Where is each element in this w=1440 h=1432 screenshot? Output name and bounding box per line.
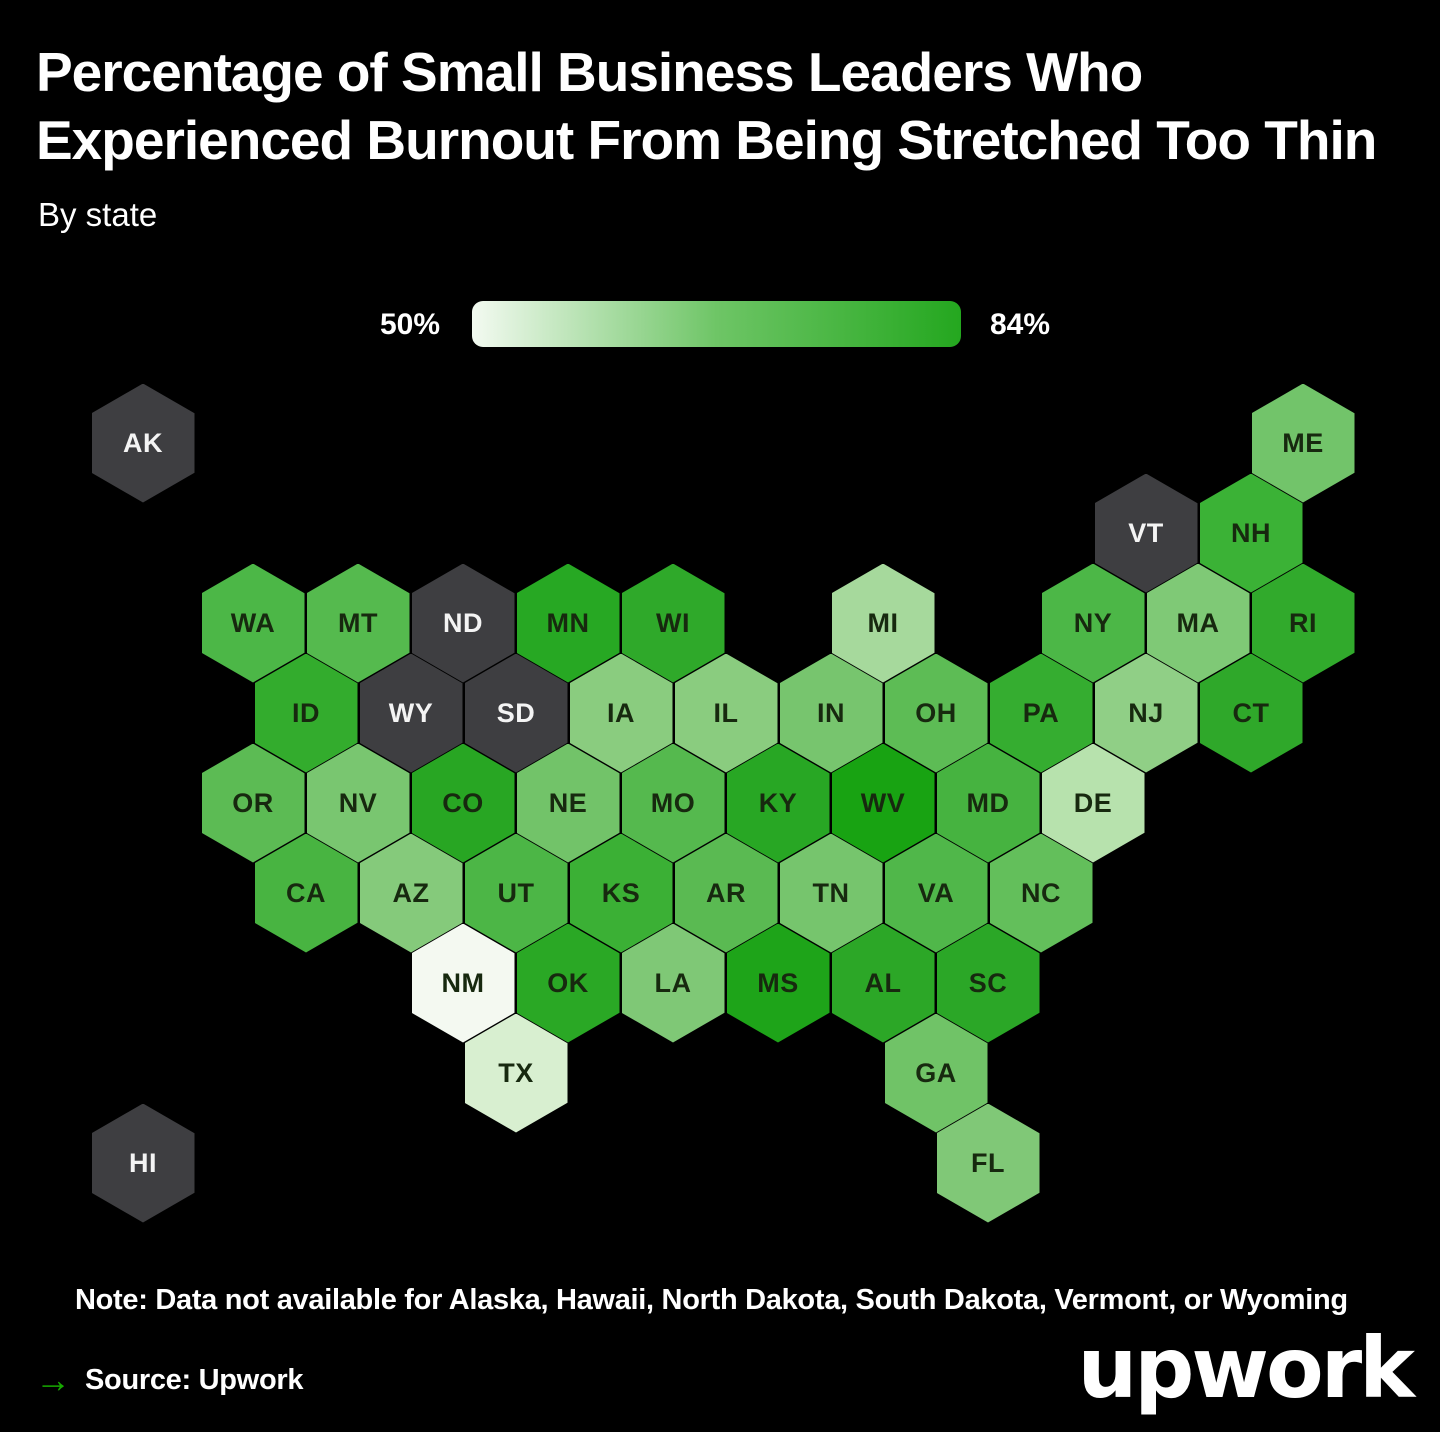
state-label-MS: MS <box>757 967 799 998</box>
state-label-TX: TX <box>498 1057 534 1088</box>
state-label-VT: VT <box>1128 517 1164 548</box>
state-label-OH: OH <box>915 697 957 728</box>
state-label-RI: RI <box>1289 607 1317 638</box>
state-label-CA: CA <box>286 877 326 908</box>
state-label-MO: MO <box>650 787 696 818</box>
state-label-ND: ND <box>443 607 483 638</box>
state-label-DE: DE <box>1073 787 1113 818</box>
title-line-1: Percentage of Small Business Leaders Who <box>36 41 1143 103</box>
state-label-NM: NM <box>441 967 485 998</box>
state-label-AZ: AZ <box>392 877 430 908</box>
state-label-WV: WV <box>860 787 906 818</box>
state-label-HI: HI <box>129 1147 157 1178</box>
state-label-IL: IL <box>713 697 739 728</box>
state-label-MN: MN <box>546 607 590 638</box>
state-label-CT: CT <box>1232 697 1270 728</box>
footnote: Note: Data not available for Alaska, Haw… <box>75 1284 1348 1316</box>
state-label-MI: MI <box>867 607 899 638</box>
state-hex-GA: GA <box>884 1013 988 1133</box>
source-label: Source: Upwork <box>85 1363 304 1396</box>
upwork-logo: upwork <box>1077 1319 1415 1417</box>
state-label-UT: UT <box>497 877 535 908</box>
state-label-KS: KS <box>601 877 641 908</box>
state-label-CO: CO <box>442 787 484 818</box>
state-label-WA: WA <box>230 607 276 638</box>
state-label-WI: WI <box>656 607 690 638</box>
legend-gradient-bar <box>472 301 961 347</box>
state-label-SC: SC <box>968 967 1008 998</box>
state-label-KY: KY <box>758 787 798 818</box>
page-subtitle: By state <box>38 196 158 233</box>
state-label-NJ: NJ <box>1128 697 1164 728</box>
legend-min-label: 50% <box>379 308 440 341</box>
state-label-WY: WY <box>388 697 434 728</box>
state-label-NH: NH <box>1231 517 1271 548</box>
state-label-LA: LA <box>654 967 692 998</box>
state-hex-TX: TX <box>464 1013 568 1133</box>
state-label-IA: IA <box>607 697 635 728</box>
state-label-PA: PA <box>1022 697 1060 728</box>
state-label-AR: AR <box>706 877 746 908</box>
state-label-SD: SD <box>496 697 536 728</box>
state-hex-FL: FL <box>936 1103 1040 1223</box>
state-label-AK: AK <box>123 427 163 458</box>
state-label-TN: TN <box>812 877 850 908</box>
title-line-2: Experienced Burnout From Being Stretched… <box>36 109 1377 172</box>
state-label-IN: IN <box>817 697 845 728</box>
state-label-MD: MD <box>966 787 1010 818</box>
source-row: → Source: Upwork <box>35 1362 303 1398</box>
state-label-OR: OR <box>232 787 274 818</box>
state-label-VA: VA <box>917 877 955 908</box>
state-label-OK: OK <box>547 967 589 998</box>
state-label-NC: NC <box>1021 877 1061 908</box>
page-title: Percentage of Small Business Leaders Who… <box>36 38 1406 174</box>
state-label-FL: FL <box>971 1147 1005 1178</box>
arrow-right-icon: → <box>35 1359 71 1400</box>
state-label-NV: NV <box>338 787 378 818</box>
state-label-ID: ID <box>292 697 320 728</box>
state-label-GA: GA <box>915 1057 957 1088</box>
state-label-MT: MT <box>338 607 378 638</box>
state-label-ME: ME <box>1282 427 1324 458</box>
state-label-NY: NY <box>1073 607 1113 638</box>
state-hex-AK: AK <box>91 383 195 503</box>
legend-max-label: 84% <box>990 308 1051 341</box>
state-hex-HI: HI <box>91 1103 195 1223</box>
state-label-MA: MA <box>1176 607 1220 638</box>
state-label-NE: NE <box>548 787 588 818</box>
state-label-AL: AL <box>864 967 902 998</box>
